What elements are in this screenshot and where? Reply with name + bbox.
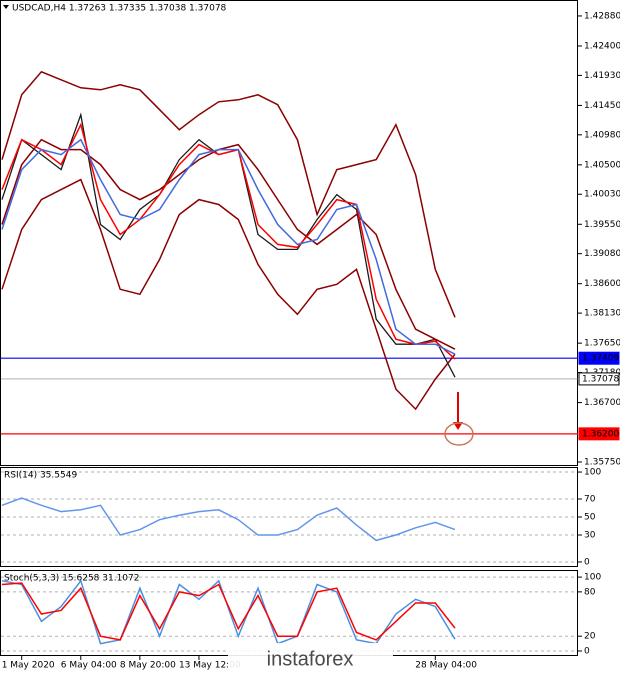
x-tick-label: 13 May 12:00 bbox=[179, 661, 241, 671]
y-tick-label: 20 bbox=[584, 632, 596, 642]
y-tick-label: 1.41450 bbox=[584, 101, 620, 111]
x-tick-label: 8 May 20:00 bbox=[120, 661, 176, 671]
series-line bbox=[1, 138, 456, 355]
panel-title: RSI(14) 35.5549 bbox=[4, 471, 77, 481]
x-tick-label: 1 May 2020 bbox=[2, 661, 55, 671]
level-label: 1.37409 bbox=[582, 354, 619, 364]
y-tick-label: 1.40500 bbox=[584, 160, 620, 170]
y-tick-label: 0 bbox=[584, 557, 590, 567]
panel-frame bbox=[0, 0, 578, 466]
y-tick-label: 70 bbox=[584, 495, 596, 505]
y-tick-label: 1.37650 bbox=[584, 339, 620, 349]
menu-triangle bbox=[3, 5, 9, 9]
series-line bbox=[1, 582, 456, 641]
y-tick-label: 1.38600 bbox=[584, 279, 620, 289]
level-label: 1.36200 bbox=[582, 429, 619, 439]
y-tick-label: 100 bbox=[584, 573, 601, 583]
series-line bbox=[1, 178, 456, 411]
y-tick-label: 1.40980 bbox=[584, 130, 620, 140]
y-tick-label: 1.42880 bbox=[584, 11, 620, 21]
series-line bbox=[1, 138, 456, 350]
level-label-box bbox=[578, 351, 620, 365]
level-label-box bbox=[578, 427, 620, 441]
y-tick-label: 1.41930 bbox=[584, 71, 620, 81]
series-line bbox=[1, 122, 456, 360]
series-line bbox=[1, 497, 456, 542]
y-tick-label: 80 bbox=[584, 587, 596, 597]
y-tick-label: 1.38130 bbox=[584, 309, 620, 319]
y-tick-label: 1.42400 bbox=[584, 41, 620, 51]
y-tick-label: 1.39550 bbox=[584, 220, 620, 230]
level-label: 1.37078 bbox=[582, 374, 619, 384]
panel-frame bbox=[0, 467, 578, 567]
watermark: instaforex bbox=[267, 648, 354, 670]
y-tick-label: 30 bbox=[584, 530, 596, 540]
y-tick-label: 50 bbox=[584, 513, 596, 523]
y-tick-label: 1.36700 bbox=[584, 398, 620, 408]
series-line bbox=[1, 70, 456, 318]
target-circle bbox=[444, 422, 474, 446]
y-tick-label: 0 bbox=[584, 646, 590, 656]
watermark-box bbox=[228, 643, 393, 674]
panel-title: Stoch(5,3,3) 15.6258 31.1072 bbox=[4, 574, 139, 584]
x-tick-label: 6 May 04:00 bbox=[61, 661, 117, 671]
panel-title: USDCAD,H4 1.37263 1.37335 1.37038 1.3707… bbox=[12, 4, 227, 14]
x-tick-label: 28 May 04:00 bbox=[415, 661, 477, 671]
y-tick-label: 1.40030 bbox=[584, 190, 620, 200]
y-tick-label: 100 bbox=[584, 468, 601, 478]
y-tick-label: 1.35750 bbox=[584, 457, 620, 467]
y-tick-label: 1.39080 bbox=[584, 249, 620, 259]
level-label-box bbox=[578, 372, 620, 386]
